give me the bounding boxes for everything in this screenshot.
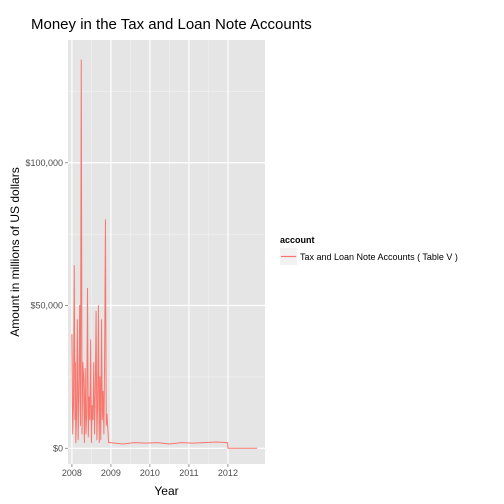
series-line xyxy=(71,59,258,449)
x-tick-label: 2012 xyxy=(218,468,238,478)
y-tick-label: $0 xyxy=(53,443,63,453)
x-tick-label: 2009 xyxy=(101,468,121,478)
x-tick-label: 2010 xyxy=(140,468,160,478)
y-axis-title: Amount in millions of US dollars xyxy=(8,167,22,336)
legend: account Tax and Loan Note Accounts ( Tab… xyxy=(280,235,458,265)
x-tick-label: 2008 xyxy=(62,468,82,478)
minor-gridlines xyxy=(68,40,265,464)
legend-label: Tax and Loan Note Accounts ( Table V ) xyxy=(300,252,458,262)
y-tick-label: $50,000 xyxy=(30,301,63,311)
major-gridlines xyxy=(68,40,265,464)
x-axis-ticks: 2008 2009 2010 2011 2012 xyxy=(62,464,238,478)
y-tick-label: $100,000 xyxy=(25,158,63,168)
chart-title: Money in the Tax and Loan Note Accounts xyxy=(31,16,312,33)
legend-title: account xyxy=(280,235,315,245)
x-axis-title: Year xyxy=(154,484,178,498)
x-tick-label: 2011 xyxy=(179,468,198,478)
series-layer xyxy=(71,59,258,449)
y-axis-ticks: $0 $50,000 $100,000 xyxy=(25,158,68,453)
